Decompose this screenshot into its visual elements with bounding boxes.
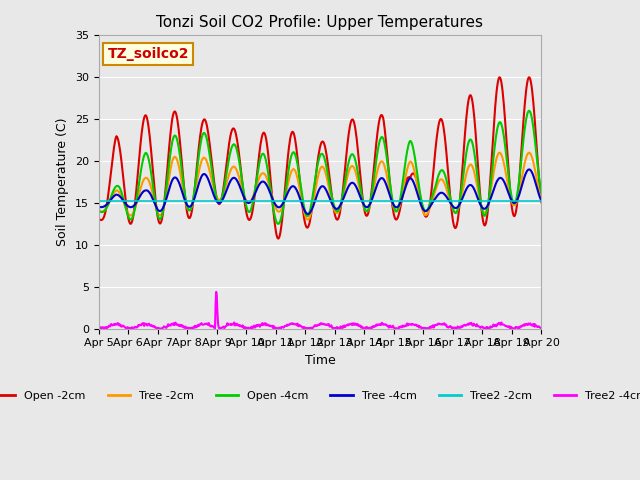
Tree2 -2cm (95, 198, 102, 204)
Line: Open -4cm: Open -4cm (99, 111, 541, 224)
Tree2 -2cm (538, 198, 545, 204)
Tree2 -4cm (218, 325, 226, 331)
Open -4cm (275, 221, 282, 227)
Tree2 -2cm (193, 198, 201, 204)
Open -4cm (525, 108, 533, 114)
Open -2cm (217, 200, 225, 205)
Tree2 -4cm (387, 324, 395, 330)
Open -2cm (374, 129, 381, 134)
Tree -2cm (387, 192, 394, 198)
Title: Tonzi Soil CO2 Profile: Upper Temperatures: Tonzi Soil CO2 Profile: Upper Temperatur… (157, 15, 483, 30)
Open -4cm (387, 184, 394, 190)
Line: Tree -4cm: Tree -4cm (99, 169, 541, 214)
Open -2cm (148, 160, 156, 166)
Tree -4cm (374, 180, 381, 186)
Line: Tree -2cm: Tree -2cm (99, 153, 541, 220)
Tree -4cm (387, 194, 394, 200)
Open -2cm (538, 200, 545, 205)
Line: Tree2 -4cm: Tree2 -4cm (99, 292, 541, 329)
Open -4cm (148, 177, 156, 183)
Line: Open -2cm: Open -2cm (99, 77, 541, 239)
Open -4cm (103, 205, 111, 211)
Tree2 -4cm (374, 322, 382, 328)
Open -4cm (95, 208, 102, 214)
Tree -4cm (193, 187, 201, 192)
Tree2 -2cm (386, 198, 394, 204)
Tree -2cm (525, 150, 533, 156)
Open -2cm (275, 236, 282, 241)
Open -2cm (103, 203, 111, 209)
Tree2 -4cm (149, 324, 157, 329)
Tree -4cm (148, 195, 156, 201)
Open -4cm (374, 148, 381, 154)
Open -2cm (525, 74, 533, 80)
Open -2cm (387, 187, 394, 193)
Tree -2cm (304, 217, 312, 223)
Tree2 -4cm (103, 325, 111, 331)
Tree2 -2cm (103, 198, 111, 204)
Tree -2cm (374, 167, 381, 173)
Tree2 -4cm (538, 325, 545, 331)
Tree -2cm (217, 196, 225, 202)
Tree2 -2cm (217, 198, 225, 204)
Tree2 -2cm (373, 198, 381, 204)
Open -2cm (95, 216, 102, 221)
Tree2 -4cm (212, 289, 220, 295)
Text: TZ_soilco2: TZ_soilco2 (108, 47, 189, 61)
X-axis label: Time: Time (305, 354, 335, 367)
Open -4cm (538, 190, 545, 196)
Tree -2cm (148, 189, 156, 194)
Tree -4cm (525, 167, 533, 172)
Open -2cm (193, 161, 201, 167)
Tree -4cm (95, 204, 102, 210)
Tree -2cm (95, 208, 102, 214)
Tree2 -2cm (148, 198, 156, 204)
Open -4cm (217, 199, 225, 204)
Tree2 -4cm (95, 325, 102, 331)
Tree -4cm (217, 200, 225, 205)
Open -4cm (193, 166, 201, 172)
Y-axis label: Soil Temperature (C): Soil Temperature (C) (56, 118, 69, 246)
Legend: Open -2cm, Tree -2cm, Open -4cm, Tree -4cm, Tree2 -2cm, Tree2 -4cm: Open -2cm, Tree -2cm, Open -4cm, Tree -4… (0, 386, 640, 405)
Tree -4cm (538, 198, 545, 204)
Tree -4cm (304, 211, 312, 217)
Tree -2cm (538, 197, 545, 203)
Tree -4cm (103, 202, 111, 207)
Tree -2cm (193, 178, 201, 184)
Tree -2cm (103, 205, 111, 211)
Tree2 -4cm (125, 326, 132, 332)
Tree2 -4cm (194, 323, 202, 328)
